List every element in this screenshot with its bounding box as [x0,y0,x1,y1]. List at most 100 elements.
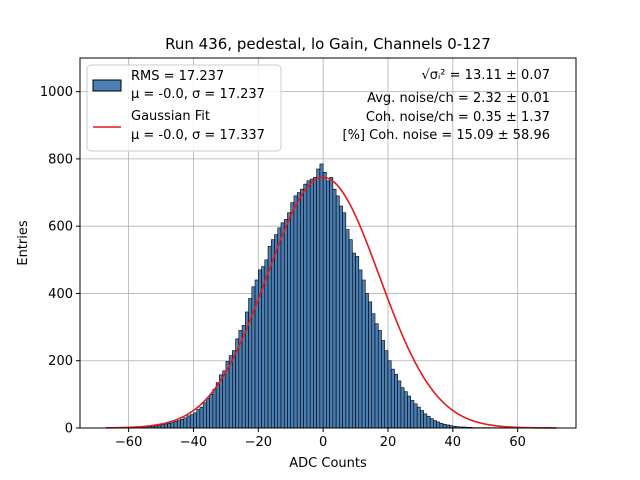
histogram-bar [339,205,343,429]
histogram-bar [397,380,402,429]
annotation-coh-noise: Coh. noise/ch = 0.35 ± 1.37 [366,110,550,125]
x-tick-label: 60 [509,435,526,450]
annotation-avg-noise: Avg. noise/ch = 2.32 ± 0.01 [367,91,550,106]
histogram-bar [387,360,392,429]
y-tick-label: 1000 [40,85,73,100]
histogram-bar [277,227,282,429]
histogram-bar [381,340,386,429]
histogram-bar [241,325,246,429]
histogram-bar [326,180,330,429]
histogram-bar [309,178,314,429]
histogram-bar [296,192,301,429]
histogram-bar [390,368,395,429]
histogram-bar [287,212,292,429]
histogram-bar [270,239,275,429]
histogram-bar [222,370,227,429]
y-tick-label: 200 [48,354,73,369]
histogram-bar [352,252,356,429]
x-axis-ticks: −60 −40 −20 0 20 40 60 [115,428,526,450]
annotation-sigma-symbol: √σᵢ² [421,68,445,83]
histogram-bar [364,293,369,429]
gaussian-fit-line [105,176,557,429]
x-tick-label: −20 [245,435,272,450]
histogram-bar [264,259,269,429]
x-tick-label: −40 [180,435,207,450]
histogram-bar [189,414,194,429]
histogram-bar [407,395,411,429]
histogram-bar [319,163,324,429]
y-axis-ticks: 0 200 400 600 800 1000 [40,85,80,437]
stats-annotations: √σᵢ² = 13.11 ± 0.07 Avg. noise/ch = 2.32… [343,68,551,143]
legend-entry-rms: RMS = 17.237 [131,69,224,84]
histogram-bar [313,177,317,429]
histogram-bar [212,389,217,429]
histogram-bar [368,301,373,429]
histogram-bar [293,195,298,429]
histogram-bar [306,180,311,429]
histogram-bar [300,188,304,429]
histogram-bar [374,323,379,429]
histogram-bar [193,412,198,429]
histogram-bar [232,350,236,429]
histogram-bar [173,420,178,429]
histogram-bar [335,195,340,429]
histogram-bar [394,373,398,429]
histogram-bar [413,403,418,429]
histogram-bar [426,415,431,429]
annotation-sigma-value: = 13.11 ± 0.07 [446,68,550,83]
histogram-bar [355,256,360,429]
histogram-bar [206,398,210,429]
histogram-bar [316,168,321,429]
histogram-bar [160,424,165,429]
histogram-bar [433,420,437,429]
histogram-bar [283,219,288,429]
histogram-bar [332,188,337,429]
gaussian-fit-layer [105,176,557,429]
histogram-bar [322,172,327,429]
histogram-bar [163,423,168,429]
x-tick-label: 40 [445,435,462,450]
histogram-bar [199,406,204,429]
histogram-bar [180,418,185,429]
histogram-bar [209,394,214,429]
histogram-bar [436,421,441,429]
histogram-bar [423,413,428,429]
x-tick-label: −60 [115,435,142,450]
histogram-bar [403,391,408,429]
histogram-bar [416,406,421,429]
histogram-bar [384,350,389,429]
x-tick-label: 20 [380,435,397,450]
histogram-bar [215,382,220,429]
histogram-bar [439,422,444,429]
histogram-bar [371,313,376,429]
y-tick-label: 800 [48,152,73,167]
histogram-bar [186,415,191,429]
legend-entry-rms-stats: μ = -0.0, σ = 17.237 [131,87,265,102]
histogram-bar [400,387,405,429]
histogram-bar [420,410,424,429]
histogram-bar [361,279,366,429]
histogram-bar [377,330,382,429]
y-tick-label: 600 [48,220,73,235]
plot-frame [79,57,577,429]
histogram-bar [442,423,447,429]
histogram-bar [202,402,207,429]
annotation-coh-noise-percent: [%] Coh. noise = 15.09 ± 58.96 [343,128,551,143]
x-axis-title: ADC Counts [289,456,367,471]
histogram-bar [280,222,285,429]
histogram-bar [329,177,334,429]
x-tick-label: 0 [319,435,327,450]
chart-title: Run 436, pedestal, lo Gain, Channels 0-1… [165,35,491,53]
legend: RMS = 17.237 μ = -0.0, σ = 17.237 Gaussi… [86,64,282,152]
histogram-bar [183,417,188,429]
legend-histogram-swatch [92,79,122,92]
histogram-bar [167,422,172,429]
y-axis-title: Entries [16,220,31,266]
y-tick-label: 0 [65,422,73,437]
histogram-bar [170,422,175,429]
y-tick-label: 400 [48,287,73,302]
histogram-bar [358,269,363,429]
histogram-bar [342,212,347,429]
